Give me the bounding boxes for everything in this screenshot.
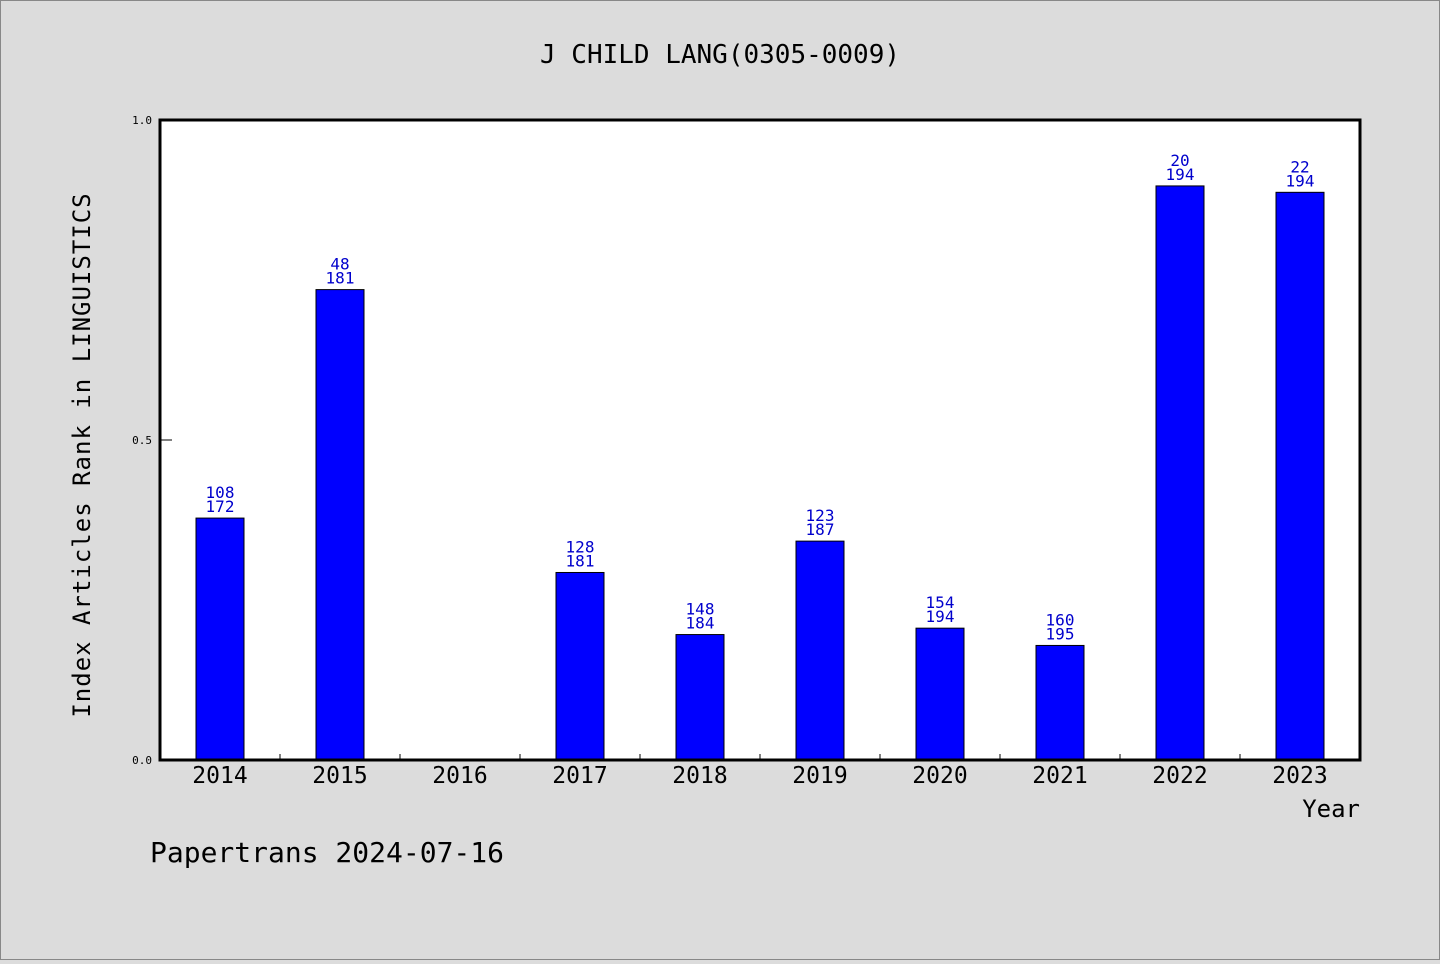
bar-2018 bbox=[675, 634, 725, 761]
bar-label-total-2022: 194 bbox=[1166, 165, 1195, 184]
bar-label-total-2017: 181 bbox=[566, 551, 595, 570]
x-tick-label-2022: 2022 bbox=[1152, 763, 1207, 789]
y-axis-ticks: 0.0 0.5 1.0 bbox=[132, 114, 172, 767]
bar-label-total-2023: 194 bbox=[1286, 171, 1315, 190]
bar-label-total-2021: 195 bbox=[1046, 624, 1075, 643]
bar-label-rank-2023: 22 bbox=[1290, 157, 1309, 176]
bars-layer bbox=[195, 185, 1325, 761]
bar-label-total-2014: 172 bbox=[206, 497, 235, 516]
x-tick-label-2016: 2016 bbox=[432, 763, 487, 789]
x-tick-label-2014: 2014 bbox=[192, 763, 247, 789]
bar-2014 bbox=[195, 517, 245, 761]
bar-2019 bbox=[795, 540, 845, 761]
x-tick-label-2019: 2019 bbox=[792, 763, 847, 789]
plot-frame bbox=[158, 118, 1362, 762]
bar-label-rank-2018: 148 bbox=[686, 600, 715, 619]
bar-label-rank-2015: 48 bbox=[330, 255, 349, 274]
y-axis-label: Index Articles Rank in LINGUISTICS bbox=[68, 192, 96, 717]
x-tick-label-2023: 2023 bbox=[1272, 763, 1327, 789]
bar-2020 bbox=[915, 627, 965, 761]
bar-label-rank-2017: 128 bbox=[566, 537, 595, 556]
y-tick-label: 0.0 bbox=[132, 754, 152, 767]
bar-label-rank-2021: 160 bbox=[1046, 610, 1075, 629]
bar-label-total-2020: 194 bbox=[926, 607, 955, 626]
chart-title: J CHILD LANG(0305-0009) bbox=[540, 40, 900, 70]
bar-label-total-2019: 187 bbox=[806, 520, 835, 539]
bar-label-total-2018: 184 bbox=[686, 614, 715, 633]
x-tick-label-2015: 2015 bbox=[312, 763, 367, 789]
x-tick-label-2017: 2017 bbox=[552, 763, 607, 789]
x-tick-label-2021: 2021 bbox=[1032, 763, 1087, 789]
bar-2017 bbox=[555, 571, 605, 761]
bar-label-rank-2020: 154 bbox=[926, 593, 955, 612]
x-axis-ticks: 2014 2015 2016 2017 2018 2019 2020 2021 2022 2023 bbox=[192, 754, 1328, 789]
bar-label-total-2015: 181 bbox=[326, 269, 355, 288]
x-tick-label-2018: 2018 bbox=[672, 763, 727, 789]
bar-2023 bbox=[1275, 191, 1325, 761]
x-tick-label-2020: 2020 bbox=[912, 763, 967, 789]
bar-label-rank-2014: 108 bbox=[206, 483, 235, 502]
x-axis-label: Year bbox=[1302, 795, 1360, 823]
bar-2022 bbox=[1155, 185, 1205, 761]
y-tick-label: 0.5 bbox=[132, 434, 152, 447]
bar-label-rank-2022: 20 bbox=[1170, 151, 1189, 170]
bar-2021 bbox=[1035, 644, 1085, 761]
bar-label-rank-2019: 123 bbox=[806, 506, 835, 525]
bar-2015 bbox=[315, 289, 365, 761]
footer-credit: Papertrans 2024-07-16 bbox=[150, 836, 504, 869]
y-tick-label: 1.0 bbox=[132, 114, 152, 127]
